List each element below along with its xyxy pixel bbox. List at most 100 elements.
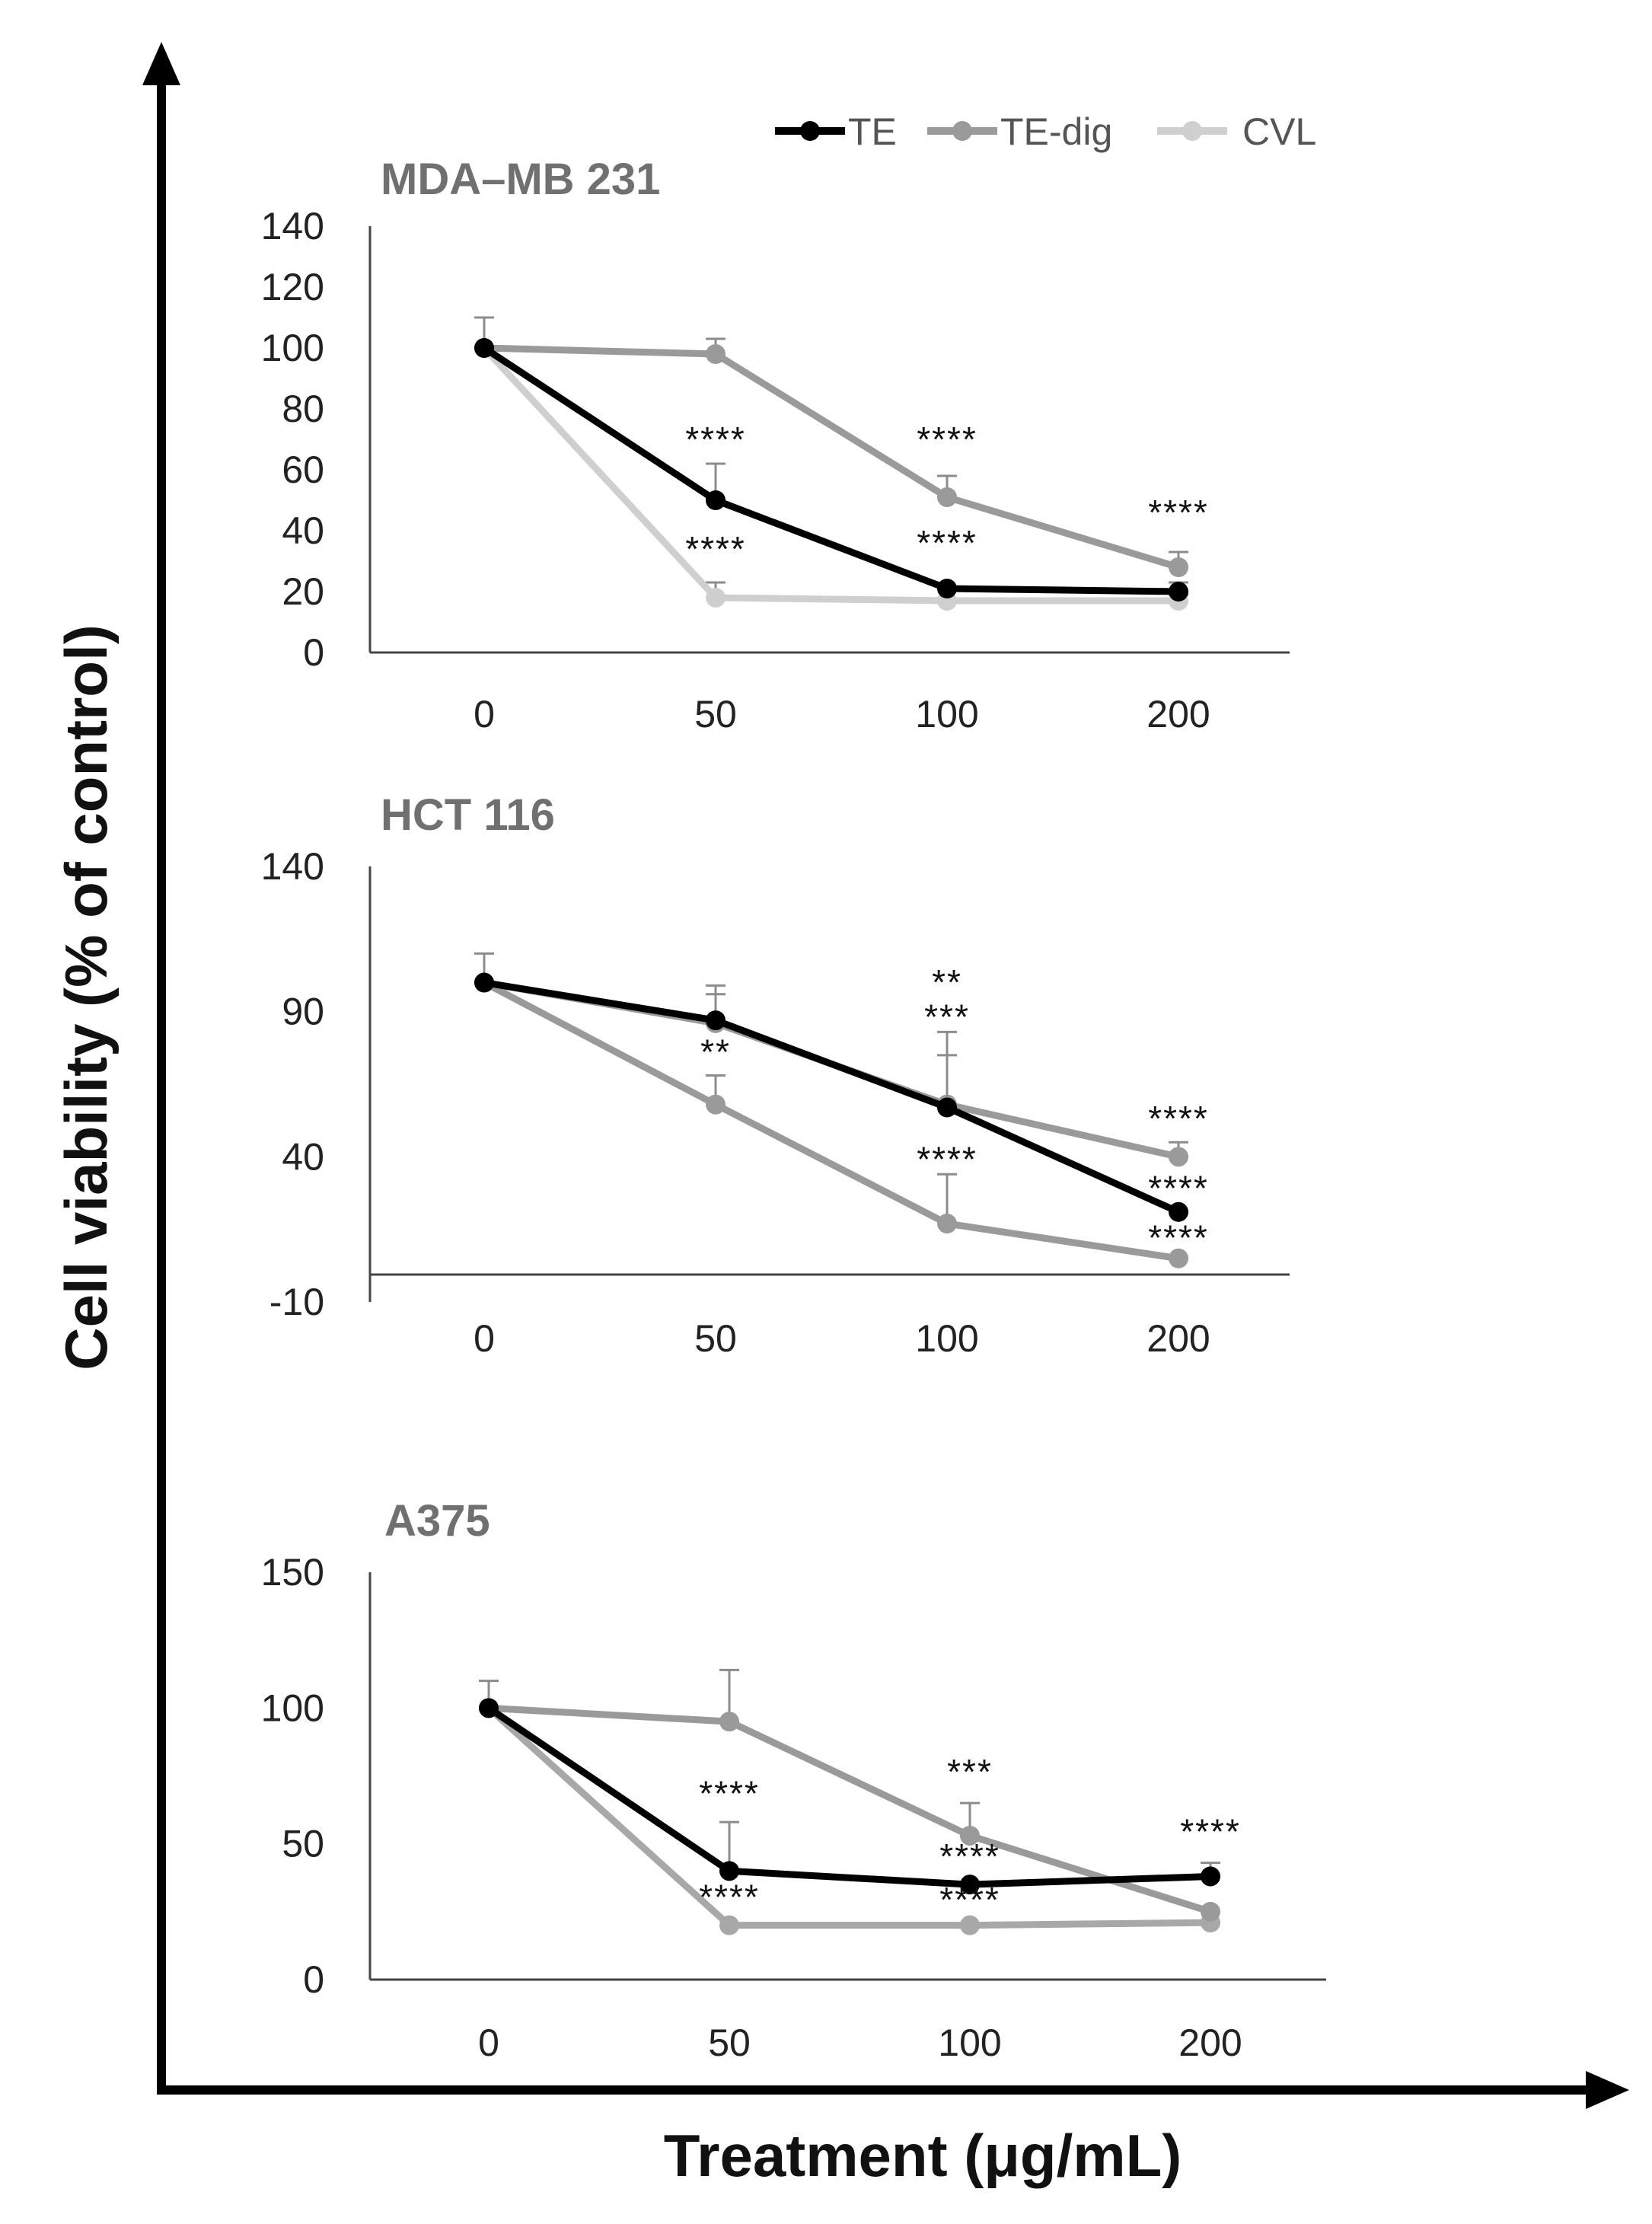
data-point-cvl — [719, 1915, 739, 1935]
y-tick-label: 40 — [282, 1135, 324, 1178]
y-tick-label: 140 — [261, 845, 324, 888]
series-line-te — [486, 1705, 1211, 1888]
legend-label-te-dig: TE-dig — [1000, 110, 1112, 153]
y-tick-label: 150 — [261, 1551, 324, 1594]
x-tick-label: 50 — [694, 1317, 737, 1360]
data-point-te-dig — [706, 344, 726, 364]
series-cvl — [479, 1698, 1220, 1935]
series-line-cvl — [481, 345, 1178, 605]
panel-title: HCT 116 — [381, 790, 555, 840]
legend-marker-cvl — [1182, 121, 1202, 141]
x-tick-label: 50 — [694, 693, 737, 735]
y-tick-label: 20 — [282, 570, 324, 613]
data-point-te — [937, 579, 957, 598]
y-tick-label: 90 — [282, 991, 324, 1033]
legend-label-te: TE — [848, 110, 897, 153]
series-te-dig — [474, 316, 1188, 577]
significance-label: **** — [699, 1877, 760, 1916]
data-point-te-dig — [937, 487, 957, 507]
significance-label: **** — [1180, 1812, 1241, 1852]
y-tick-label: -10 — [269, 1281, 324, 1323]
data-point-cvl — [706, 588, 726, 608]
data-point-te — [960, 1875, 980, 1895]
outer-y-axis-arrow — [142, 42, 180, 85]
y-tick-label: 60 — [282, 448, 324, 491]
series-line-te — [482, 345, 1179, 595]
series-line-te — [483, 979, 1180, 1215]
significance-label: *** — [947, 1752, 993, 1792]
x-tick-label: 200 — [1147, 693, 1210, 735]
outer-axes — [142, 42, 1629, 2109]
data-point-te — [474, 338, 494, 358]
x-tick-label: 200 — [1147, 1317, 1210, 1360]
data-point-te — [1169, 1201, 1188, 1222]
y-tick-label: 0 — [303, 1958, 324, 2001]
y-tick-label: 120 — [261, 266, 324, 308]
x-tick-label: 50 — [708, 2021, 751, 2064]
data-point-te — [706, 1010, 726, 1031]
y-tick-label: 100 — [261, 327, 324, 369]
significance-label: **** — [1148, 1169, 1209, 1208]
significance-label: **** — [917, 1139, 977, 1179]
legend-entry-cvl: CVL — [1157, 110, 1316, 153]
legend-marker-te-dig — [952, 121, 972, 141]
y-axis-title: Cell viability (% of control) — [53, 624, 120, 1370]
series-te-dig — [474, 952, 1188, 1167]
y-tick-label: 140 — [261, 205, 324, 247]
series-cvl — [474, 338, 1188, 611]
legend-marker-te — [800, 121, 820, 141]
series-te — [474, 338, 1188, 601]
significance-label: **** — [685, 529, 746, 569]
y-tick-label: 40 — [282, 509, 324, 552]
x-axis-title: Treatment (μg/mL) — [664, 2122, 1182, 2189]
x-tick-label: 0 — [474, 1317, 495, 1360]
data-point-te-dig — [1169, 557, 1188, 577]
significance-label: **** — [939, 1880, 1000, 1919]
panel-mda-mb-231: MDA–MB 231 0 20 40 60 80 100 120 140 0 50 100 200 ***… — [261, 155, 1290, 735]
x-tick-label: 100 — [915, 1317, 978, 1360]
data-point-te — [474, 972, 494, 993]
data-point-te — [479, 1698, 499, 1718]
x-tick-label: 200 — [1178, 2021, 1242, 2064]
x-tick-label: 0 — [478, 2021, 499, 2064]
series-te — [479, 1698, 1220, 1895]
y-tick-label: 100 — [261, 1686, 324, 1729]
data-point-te-dig — [719, 1712, 739, 1732]
data-point-te — [1169, 582, 1188, 601]
series-line-cvl — [486, 1705, 1211, 1929]
outer-x-axis-arrow — [1586, 2071, 1629, 2109]
data-point-te — [719, 1861, 739, 1881]
significance-label: **** — [917, 523, 977, 563]
data-point-te-dig — [1169, 1147, 1188, 1167]
series-line-cvl — [482, 979, 1179, 1262]
legend-label-cvl: CVL — [1242, 110, 1316, 153]
series-line-te-dig — [488, 1704, 1212, 1916]
significance-label: **** — [699, 1774, 760, 1814]
legend: TE TE-dig CVL — [775, 110, 1316, 153]
series-te-dig — [479, 1668, 1220, 1922]
data-point-cvl — [706, 1094, 726, 1115]
significance-label: **** — [1148, 1099, 1209, 1138]
data-point-cvl — [960, 1915, 980, 1935]
significance-label: ** — [700, 1032, 731, 1071]
y-tick-label: 0 — [303, 631, 324, 674]
panel-title: MDA–MB 231 — [381, 155, 660, 204]
legend-entry-te-dig: TE-dig — [927, 110, 1112, 153]
data-point-te-dig — [960, 1825, 980, 1846]
series-line-te-dig — [483, 979, 1179, 1160]
significance-label: **** — [1148, 493, 1209, 532]
x-tick-label: 0 — [474, 693, 495, 735]
significance-label: *** — [924, 997, 970, 1037]
data-point-cvl — [1169, 1248, 1188, 1268]
data-point-te — [1201, 1866, 1220, 1887]
significance-label: **** — [939, 1836, 1000, 1876]
y-tick-label: 50 — [282, 1823, 324, 1865]
data-point-te — [706, 490, 726, 510]
legend-entry-te: TE — [775, 110, 897, 153]
x-tick-label: 100 — [938, 2021, 1001, 2064]
x-tick-label: 100 — [915, 693, 978, 735]
series-cvl — [474, 972, 1188, 1268]
